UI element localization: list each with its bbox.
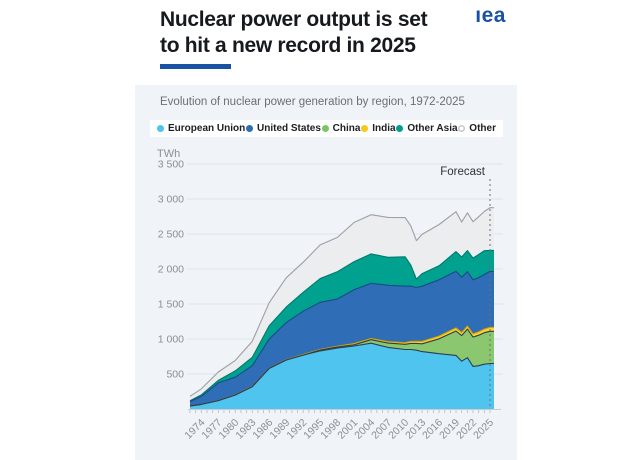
legend-dot-icon bbox=[321, 125, 329, 132]
y-tick-label: 3 000 bbox=[158, 194, 184, 206]
legend-dot-icon bbox=[458, 125, 466, 132]
legend-dot-icon bbox=[157, 125, 164, 132]
forecast-label: Forecast bbox=[440, 166, 486, 178]
edge-european-union bbox=[189, 342, 494, 407]
edge-other-asia bbox=[189, 249, 494, 402]
legend-label: United States bbox=[257, 123, 321, 134]
legend-dot-icon bbox=[246, 125, 253, 132]
legend-item-european-union: European Union bbox=[157, 123, 245, 134]
legend-item-other-asia: Other Asia bbox=[396, 123, 458, 134]
page-title: Nuclear power output is set to hit a new… bbox=[160, 7, 470, 59]
title-accent-bar bbox=[160, 64, 231, 69]
title-line-2: to hit a new record in 2025 bbox=[160, 34, 416, 57]
x-tick-label: 2025 bbox=[471, 417, 496, 442]
y-axis-unit-label: TWh bbox=[157, 148, 180, 160]
title-line-1: Nuclear power output is set bbox=[160, 8, 428, 31]
chart-subtitle: Evolution of nuclear power generation by… bbox=[160, 96, 465, 108]
y-tick-label: 2 500 bbox=[158, 229, 184, 241]
legend-label: India bbox=[372, 123, 396, 134]
area-european-union bbox=[190, 343, 494, 409]
legend-item-united-states: United States bbox=[246, 123, 321, 134]
legend-label: Other Asia bbox=[407, 123, 458, 134]
legend-label: Other bbox=[469, 123, 496, 134]
y-tick-label: 2 000 bbox=[158, 264, 184, 276]
y-tick-label: 3 500 bbox=[158, 159, 184, 171]
legend-item-other: Other bbox=[458, 123, 496, 134]
legend-label: China bbox=[332, 123, 361, 134]
legend-label: European Union bbox=[168, 123, 246, 134]
legend-dot-icon bbox=[361, 125, 369, 132]
y-tick-label: 1 000 bbox=[158, 334, 184, 346]
legend-item-china: China bbox=[321, 123, 361, 134]
infographic-card: Nuclear power output is set to hit a new… bbox=[135, 0, 517, 460]
chart-legend: European Union United States China India Oth… bbox=[150, 120, 503, 137]
y-tick-label: 1 500 bbox=[158, 299, 184, 311]
legend-dot-icon bbox=[396, 125, 404, 132]
y-tick-label: 500 bbox=[166, 369, 184, 381]
edge-other bbox=[189, 207, 494, 397]
legend-item-india: India bbox=[361, 123, 396, 134]
edge-united-states bbox=[189, 270, 494, 403]
iea-logo: ıea bbox=[475, 4, 506, 27]
